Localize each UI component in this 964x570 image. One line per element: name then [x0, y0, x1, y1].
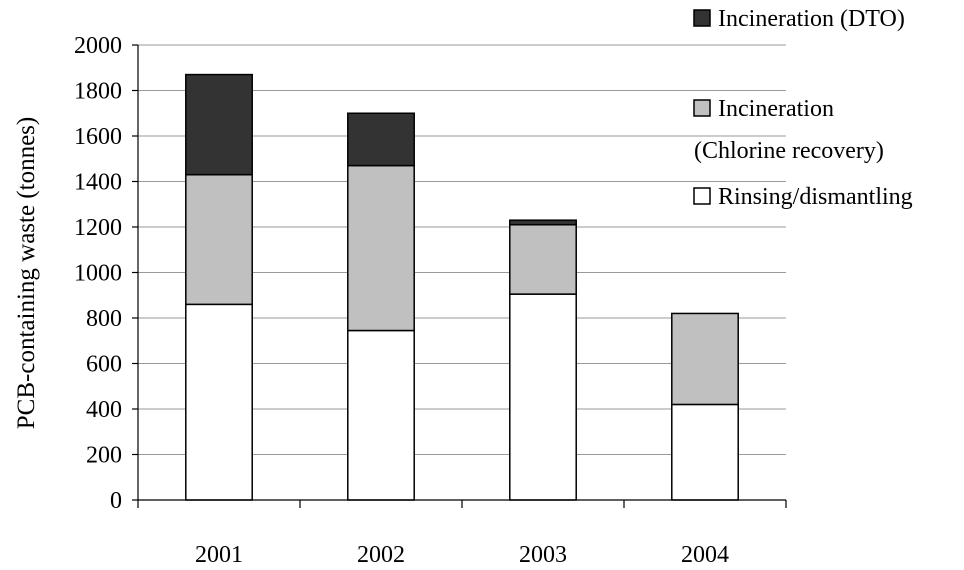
x-tick-labels: 2001 2002 2003 2004 — [195, 542, 729, 568]
bar-segment — [509, 293, 577, 501]
legend-label: Incineration — [718, 96, 834, 122]
legend-label: Incineration (DTO) — [718, 6, 905, 32]
y-tick-label: 2000 — [74, 33, 122, 59]
legend-label: Rinsing/dismantling — [718, 184, 913, 210]
y-tick-label: 400 — [86, 397, 122, 423]
x-tick-label: 2004 — [681, 542, 729, 568]
y-tick-label: 200 — [86, 443, 122, 469]
y-tick-labels: 0 200 400 600 800 1000 1200 1400 1600 1800 2000 — [74, 33, 122, 514]
bar-segment — [671, 403, 739, 501]
bar-segment — [185, 73, 253, 176]
y-tick-label: 1000 — [74, 261, 122, 287]
legend-swatch — [693, 187, 711, 205]
x-tick-label: 2003 — [519, 542, 567, 568]
legend-swatch — [693, 99, 711, 117]
bar-segment — [671, 312, 739, 406]
bar-segment — [347, 329, 415, 501]
bar-segment — [509, 223, 577, 295]
y-tick-label: 1800 — [74, 79, 122, 105]
y-axis-label: PCB-containing waste (tonnes) — [13, 117, 40, 429]
bar-segment — [347, 112, 415, 167]
x-tick-label: 2001 — [195, 542, 243, 568]
y-tick-label: 800 — [86, 306, 122, 332]
legend: Incineration (DTO) Incineration (Chlorine … — [693, 6, 913, 210]
y-tick-label: 0 — [110, 488, 122, 514]
legend-label: (Chlorine recovery) — [694, 138, 884, 164]
bar-segment — [185, 173, 253, 306]
y-tick-label: 600 — [86, 352, 122, 378]
bar-segment — [509, 219, 577, 226]
bar-segment — [347, 164, 415, 332]
bars — [185, 73, 739, 501]
bar-segment — [185, 303, 253, 501]
y-tick-label: 1200 — [74, 215, 122, 241]
y-tick-label: 1400 — [74, 170, 122, 196]
y-tick-label: 1600 — [74, 124, 122, 150]
x-tick-label: 2002 — [357, 542, 405, 568]
legend-swatch — [693, 9, 711, 27]
axes — [132, 44, 787, 508]
